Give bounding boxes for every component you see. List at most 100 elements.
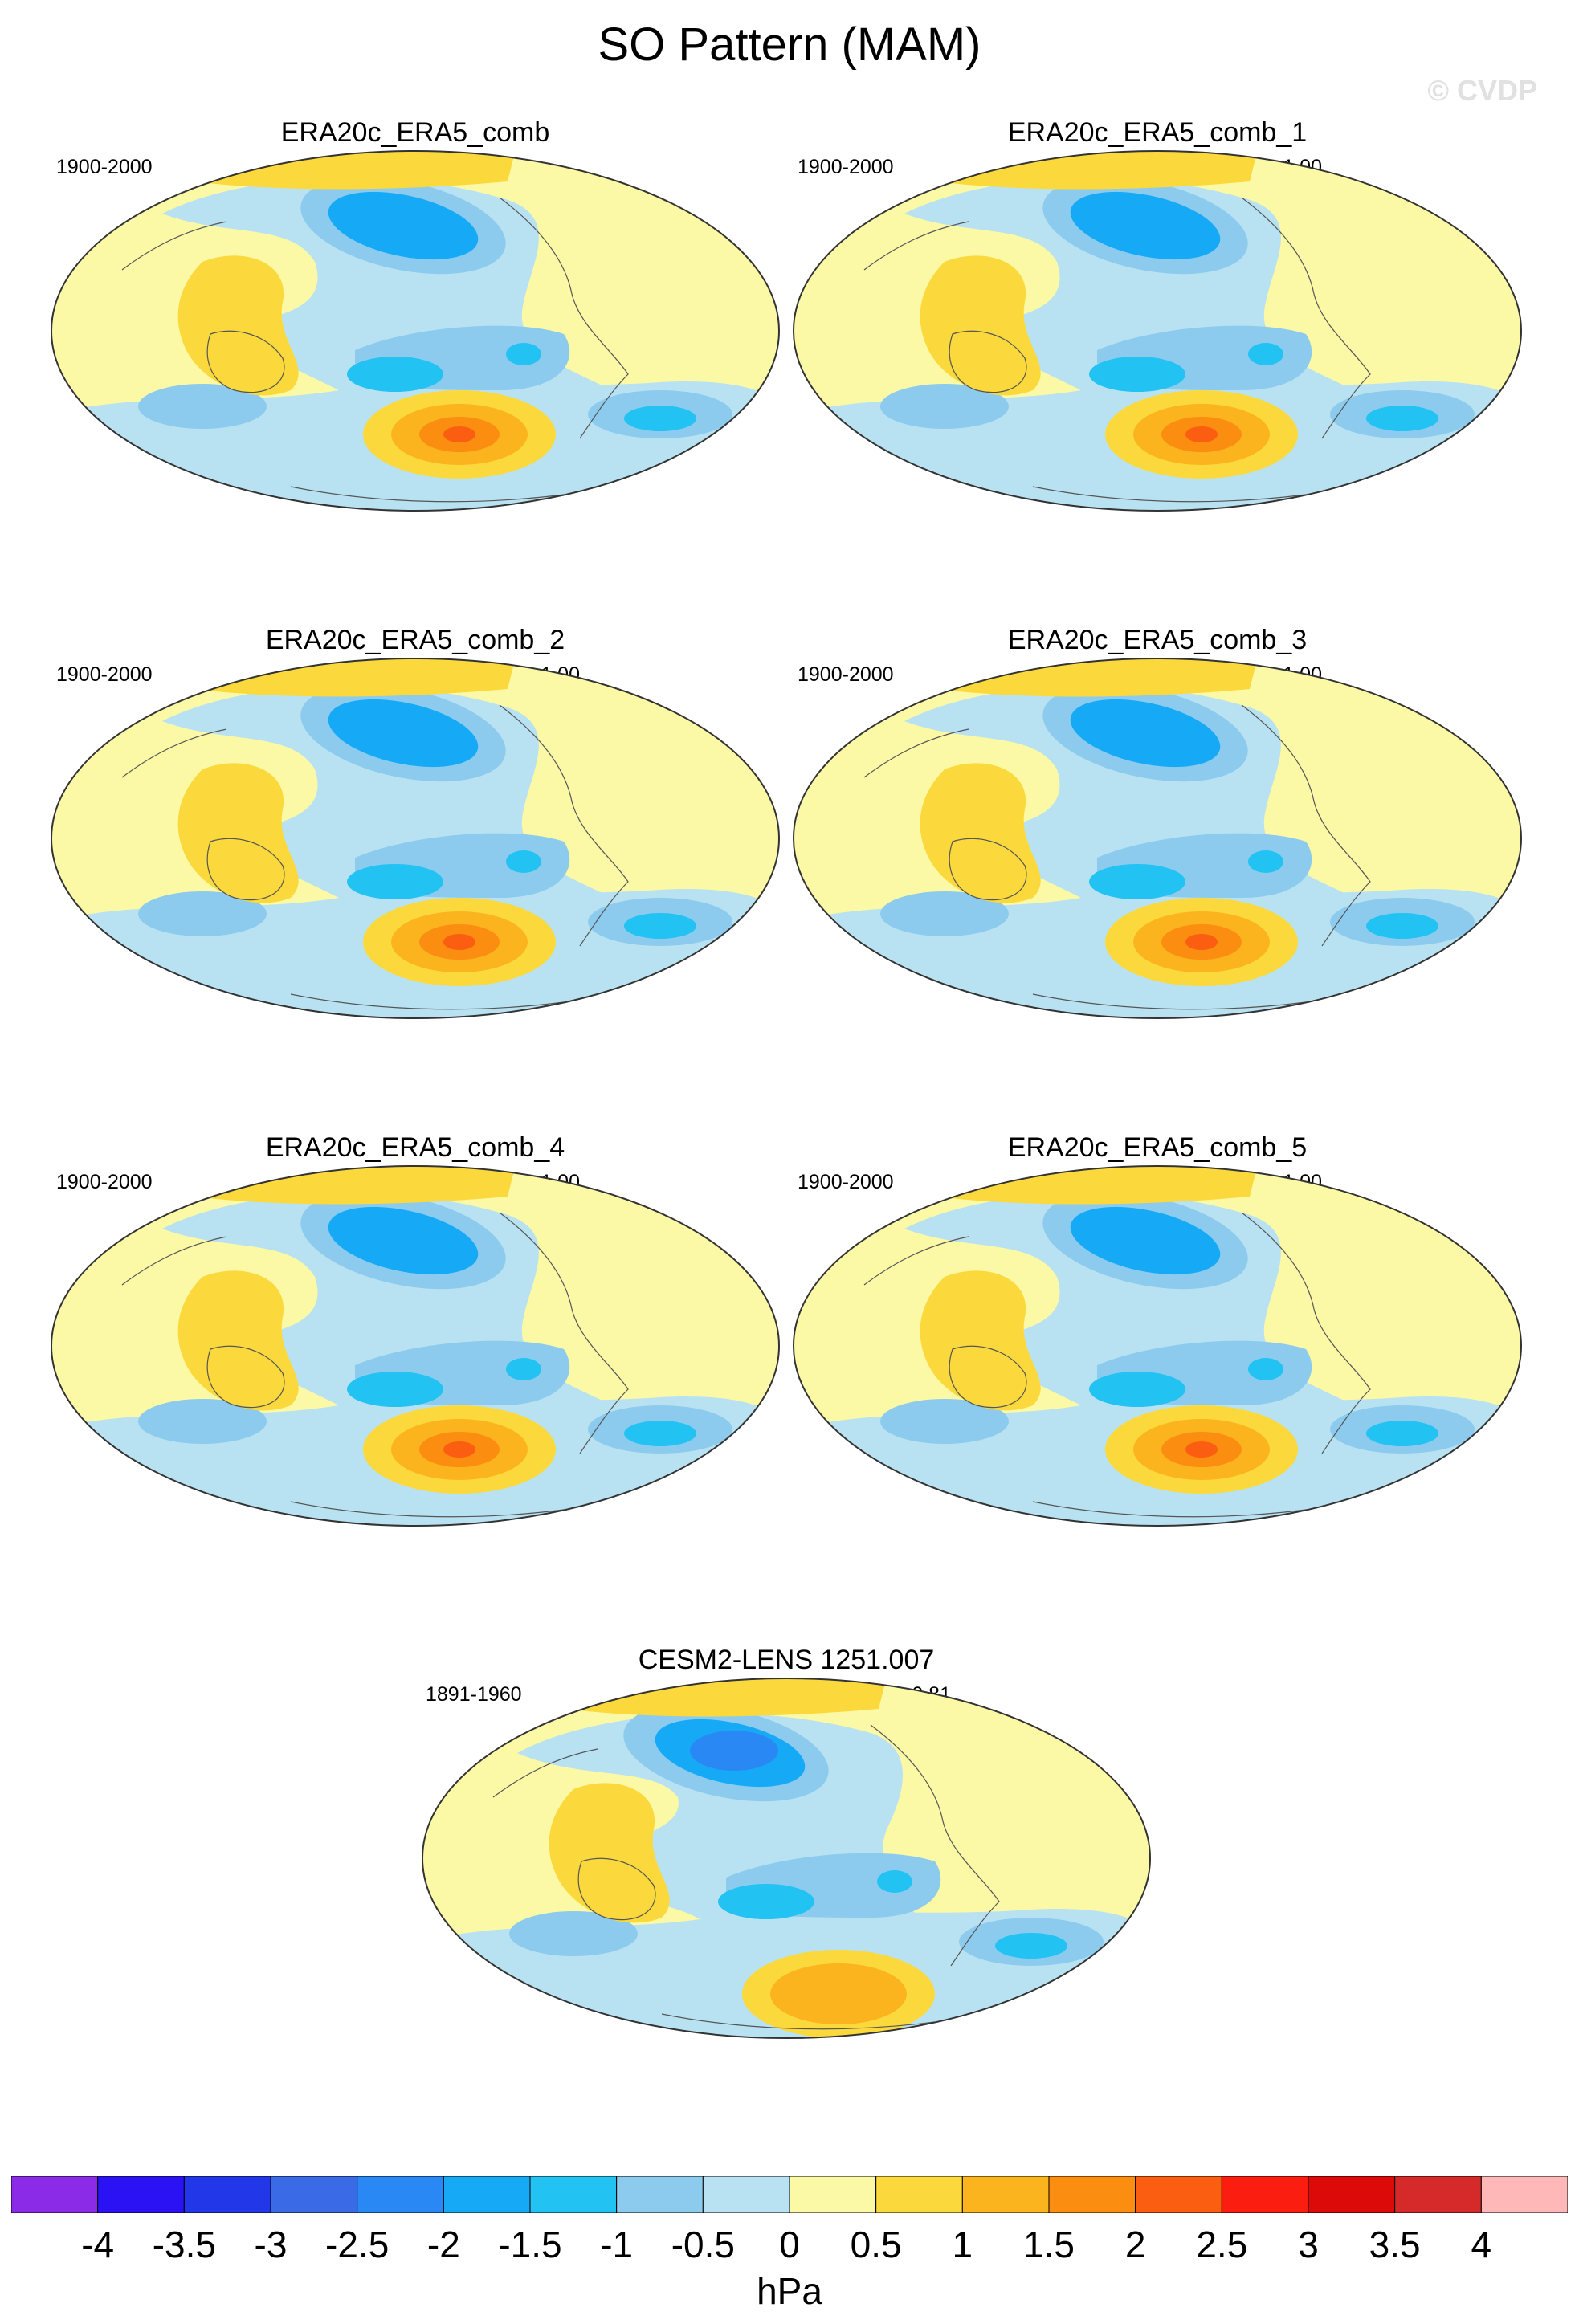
arctic-positive-strip	[936, 658, 1258, 697]
colorbar-tick-label: -1.5	[498, 2224, 562, 2265]
panel-years: 1900-2000	[56, 1171, 153, 1193]
asia-coast	[863, 1236, 969, 1286]
colorbar-units: hPa	[757, 2270, 822, 2312]
continent-outlines	[121, 197, 629, 503]
southern-indian-low	[509, 1911, 638, 1956]
asia-coast	[121, 221, 227, 271]
north-pacific-low-inner	[328, 1206, 479, 1275]
colorbar-tick-label: 4	[1471, 2224, 1492, 2265]
southern-atlantic-low-core	[1366, 1421, 1438, 1446]
americas-coast	[499, 1212, 629, 1454]
southern-atlantic-low-core	[624, 1421, 696, 1446]
contour-field	[422, 1678, 1150, 2038]
north-pacific-low-core	[690, 1731, 778, 1771]
colorbar-tick-label: 3	[1298, 2224, 1319, 2265]
australia-coast	[206, 1345, 285, 1409]
east-pacific-low-core	[506, 1358, 541, 1380]
east-pacific-low-core	[877, 1870, 912, 1893]
antarctica-coast	[661, 2013, 936, 2030]
map-outline	[793, 658, 1522, 1019]
antarctica-coast	[290, 1501, 565, 1518]
panel-title: ERA20c_ERA5_comb_1	[1007, 117, 1308, 148]
contour-field	[51, 151, 779, 511]
east-pacific-low-core	[1248, 1358, 1283, 1380]
colorbar-tick-label: -1	[600, 2224, 634, 2265]
australia-coast	[949, 1345, 1027, 1409]
panel-title: ERA20c_ERA5_comb_4	[265, 1132, 565, 1163]
colorbar-segment	[1221, 2176, 1309, 2213]
panel-years: 1891-1960	[426, 1683, 522, 1706]
panel-title: CESM2-LENS 1251.007	[638, 1645, 935, 1675]
map-outline	[422, 1678, 1151, 2039]
south-pacific-high-mid	[770, 1963, 907, 2024]
panel-years: 1900-2000	[56, 663, 153, 686]
colorbar-tick-label: 0.5	[850, 2224, 902, 2265]
southern-atlantic-low-core	[624, 913, 696, 939]
southern-indian-low	[880, 891, 1009, 936]
continent-outlines	[863, 1212, 1371, 1518]
colorbar-tick-label: 3.5	[1369, 2224, 1421, 2265]
australia-coast	[206, 330, 285, 393]
colorbar-segment	[183, 2176, 271, 2213]
americas-coast	[1241, 197, 1371, 439]
colorbar-tick-label: 2	[1124, 2224, 1146, 2265]
southern-atlantic-low-core	[1366, 406, 1438, 431]
americas-coast	[870, 1724, 1000, 1967]
contour-field	[794, 1166, 1521, 1526]
panel-years: 1900-2000	[798, 156, 894, 178]
panel-years: 1900-2000	[798, 1171, 894, 1193]
south-pacific-low-core	[1089, 357, 1185, 392]
panel-title: ERA20c_ERA5_comb_2	[265, 625, 565, 655]
colorbar-segment	[270, 2176, 358, 2213]
south-pacific-high-core	[443, 426, 475, 442]
north-pacific-low-inner	[1070, 191, 1221, 260]
continent-outlines	[863, 704, 1371, 1010]
colorbar-segment	[1480, 2176, 1568, 2213]
southern-indian-low	[138, 384, 267, 429]
south-pacific-high-core	[1185, 1441, 1218, 1458]
australia-coast	[949, 838, 1027, 901]
southern-atlantic-low-core	[1366, 913, 1438, 939]
panel-years: 1900-2000	[798, 663, 894, 686]
colorbar-segment	[357, 2176, 444, 2213]
colorbar	[11, 2176, 1568, 2213]
antarctica-coast	[290, 993, 565, 1010]
colorbar-segment	[702, 2176, 790, 2213]
colorbar-tick-label: -4	[81, 2224, 115, 2265]
south-pacific-high-core	[443, 1441, 475, 1458]
colorbar-tick-label: 2.5	[1196, 2224, 1248, 2265]
colorbar-segment	[1048, 2176, 1136, 2213]
colorbar-segment	[616, 2176, 704, 2213]
asia-coast	[121, 1236, 227, 1286]
south-pacific-high-core	[443, 934, 475, 950]
south-pacific-low-core	[347, 864, 443, 899]
americas-coast	[499, 197, 629, 439]
arctic-positive-strip	[194, 151, 516, 190]
antarctica-coast	[1032, 1501, 1307, 1518]
antarctica-coast	[290, 486, 565, 503]
antarctica-coast	[1032, 486, 1307, 503]
east-pacific-low-core	[1248, 850, 1283, 873]
americas-coast	[1241, 1212, 1371, 1454]
map-panel	[51, 1165, 780, 1527]
map-panel	[793, 1165, 1522, 1527]
south-pacific-low-core	[347, 357, 443, 392]
map-panel	[422, 1678, 1151, 2039]
east-pacific-low-core	[1248, 343, 1283, 365]
map-outline	[793, 150, 1522, 512]
southern-indian-low	[880, 384, 1009, 429]
south-pacific-high-core	[1185, 426, 1218, 442]
map-outline	[51, 658, 780, 1019]
asia-coast	[121, 728, 227, 778]
north-pacific-low-inner	[1070, 699, 1221, 768]
continent-outlines	[492, 1724, 1000, 2030]
colorbar-segment	[789, 2176, 877, 2213]
antarctica-coast	[1032, 993, 1307, 1010]
australia-coast	[949, 330, 1027, 393]
east-pacific-low-core	[506, 343, 541, 365]
panel-years: 1900-2000	[56, 156, 153, 178]
southern-atlantic-low-core	[624, 406, 696, 431]
asia-coast	[863, 221, 969, 271]
colorbar-tick-label: -3	[254, 2224, 288, 2265]
colorbar-segment	[961, 2176, 1050, 2213]
